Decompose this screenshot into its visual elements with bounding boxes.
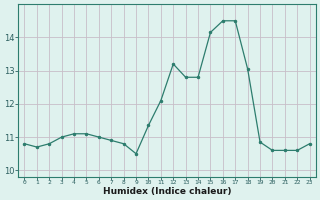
X-axis label: Humidex (Indice chaleur): Humidex (Indice chaleur) <box>103 187 231 196</box>
